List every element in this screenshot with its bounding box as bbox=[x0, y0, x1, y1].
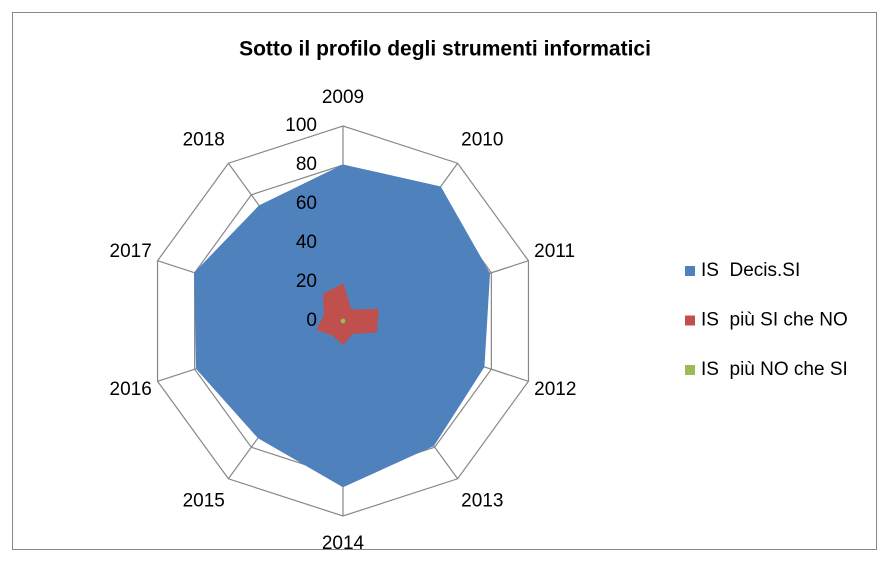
category-label: 2014 bbox=[322, 533, 365, 554]
category-label: 2018 bbox=[183, 130, 225, 151]
r-tick-label: 40 bbox=[296, 232, 317, 253]
category-label: 2016 bbox=[110, 379, 152, 400]
legend-swatch bbox=[685, 365, 695, 375]
legend-swatch bbox=[685, 266, 695, 276]
series-area bbox=[340, 318, 346, 324]
legend-label: IS più SI che NO bbox=[701, 310, 848, 331]
series-area bbox=[316, 283, 379, 346]
legend-label: IS Decis.SI bbox=[701, 260, 800, 281]
legend-swatch bbox=[685, 315, 695, 326]
category-label: 2013 bbox=[461, 490, 503, 511]
r-tick-label: 20 bbox=[296, 271, 317, 292]
category-label: 2012 bbox=[534, 379, 576, 400]
category-label: 2015 bbox=[183, 490, 225, 511]
category-label: 2017 bbox=[110, 241, 152, 262]
category-label: 2011 bbox=[534, 241, 575, 262]
category-label: 2010 bbox=[461, 130, 503, 151]
chart-title: Sotto il profilo degli strumenti informa… bbox=[239, 38, 651, 61]
legend-label: IS più NO che SI bbox=[701, 359, 848, 380]
r-tick-label: 100 bbox=[285, 115, 317, 136]
r-tick-label: 80 bbox=[296, 154, 317, 175]
r-tick-label: 60 bbox=[296, 193, 317, 214]
category-label: 2009 bbox=[322, 87, 364, 108]
r-tick-label: 0 bbox=[306, 310, 317, 331]
